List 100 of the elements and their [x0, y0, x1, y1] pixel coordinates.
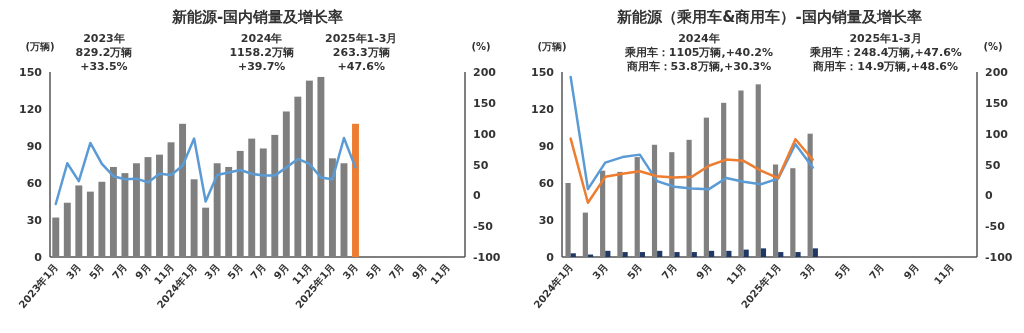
x-tick-label: 5月 [832, 261, 852, 282]
x-tick-label: 3月 [340, 261, 361, 282]
text: 2023年 [83, 32, 125, 45]
x-tick-label: 5月 [87, 261, 107, 282]
x-tick-label: 9月 [901, 261, 922, 282]
bar [795, 252, 801, 257]
text: 2024年 [678, 32, 720, 45]
y-tick-label: 150 [19, 66, 43, 79]
bar [743, 249, 749, 257]
y2-tick-label: -50 [985, 220, 1006, 234]
bar [582, 212, 588, 257]
bar [328, 158, 336, 257]
bar [760, 248, 767, 257]
y-axis-title: (万辆) [25, 41, 55, 52]
y-tick-label: 150 [531, 66, 555, 79]
x-tick-label: 9月 [271, 261, 291, 282]
bar [565, 183, 571, 257]
bar [674, 252, 680, 257]
chart-title: 新能源-国内销量及增长率 [170, 8, 344, 26]
bar [807, 133, 813, 257]
text: 2025年1-3月 [325, 32, 398, 45]
bar [708, 250, 715, 257]
bar [179, 123, 187, 257]
y-tick-label: 0 [34, 251, 43, 264]
bar [236, 150, 244, 257]
y-tick-label: 90 [26, 140, 43, 153]
annotation: +47.6% [337, 60, 385, 73]
bar [772, 164, 779, 257]
text: 2024年 [240, 32, 283, 45]
text: 263.3万辆 [332, 46, 390, 59]
y2-tick-label: 200 [985, 66, 1009, 79]
x-tick-label: 11月 [931, 261, 956, 287]
bar [121, 173, 129, 257]
y2-axis-title: (%) [471, 41, 491, 52]
bar [605, 250, 611, 257]
bar [634, 157, 640, 257]
y2-tick-label: 100 [473, 127, 497, 141]
y-tick-label: 0 [546, 251, 555, 264]
x-tick-label: 7月 [659, 261, 679, 282]
text: 2025年1-3月 [849, 32, 922, 45]
bar [305, 80, 313, 257]
bar [617, 171, 623, 257]
x-tick-label: 9月 [409, 261, 430, 282]
y-tick-label: 90 [538, 140, 555, 153]
x-tick-label: 3月 [202, 261, 222, 282]
y2-tick-label: -50 [473, 220, 494, 234]
bar [225, 166, 233, 257]
y2-tick-label: 50 [473, 158, 489, 172]
text: 829.2万辆 [75, 46, 133, 59]
y2-tick-label: 0 [985, 189, 993, 203]
x-tick-label: 9月 [133, 261, 153, 282]
bar [248, 138, 256, 257]
y2-tick-label: -100 [473, 251, 501, 264]
bar [726, 250, 732, 257]
y2-axis-title: (%) [983, 41, 1003, 52]
bar [651, 144, 658, 257]
x-tick-label: 7月 [248, 261, 268, 282]
bar [133, 163, 140, 257]
bar [317, 76, 325, 257]
x-tick-label: 11月 [724, 261, 749, 287]
annotation: +39.7% [237, 60, 286, 73]
y-tick-label: 120 [531, 103, 555, 116]
bar [600, 170, 606, 257]
y2-tick-label: 0 [473, 189, 481, 203]
bar [86, 191, 94, 257]
y2-tick-label: -100 [985, 251, 1013, 264]
line-series [569, 75, 814, 191]
bar [639, 252, 645, 257]
y2-tick-label: 100 [985, 127, 1009, 141]
bar [669, 152, 675, 257]
bar [721, 102, 727, 257]
y-tick-label: 60 [538, 177, 555, 190]
y2-tick-label: 150 [473, 96, 497, 110]
bar [352, 123, 359, 257]
y-axis-title: (万辆) [537, 41, 567, 52]
bar [778, 252, 784, 257]
text: 乘用车：1105万辆,+40.2% [623, 46, 774, 59]
bar [156, 154, 163, 257]
bar [622, 252, 628, 257]
bar [202, 207, 210, 257]
x-tick-label: 5月 [363, 261, 384, 282]
y2-tick-label: 50 [985, 158, 1001, 172]
bar [755, 84, 761, 257]
x-tick-label: 7月 [867, 261, 887, 282]
x-tick-label: 5月 [225, 261, 245, 282]
bar [657, 250, 663, 257]
x-tick-label: 7月 [110, 261, 130, 282]
x-tick-label: 11月 [428, 261, 453, 287]
bar [738, 90, 744, 257]
bar [812, 248, 818, 257]
bar [271, 134, 279, 257]
annotation: +33.5% [80, 60, 128, 73]
bar [282, 111, 290, 257]
x-tick-label: 3月 [64, 261, 84, 282]
y-tick-label: 30 [538, 214, 555, 227]
bar [109, 166, 117, 257]
line-series [54, 136, 357, 206]
chart-title: 新能源（乘用车&商用车）-国内销量及增长率 [616, 8, 922, 26]
y2-tick-label: 200 [473, 66, 497, 79]
x-tick-label: 3月 [797, 261, 818, 282]
